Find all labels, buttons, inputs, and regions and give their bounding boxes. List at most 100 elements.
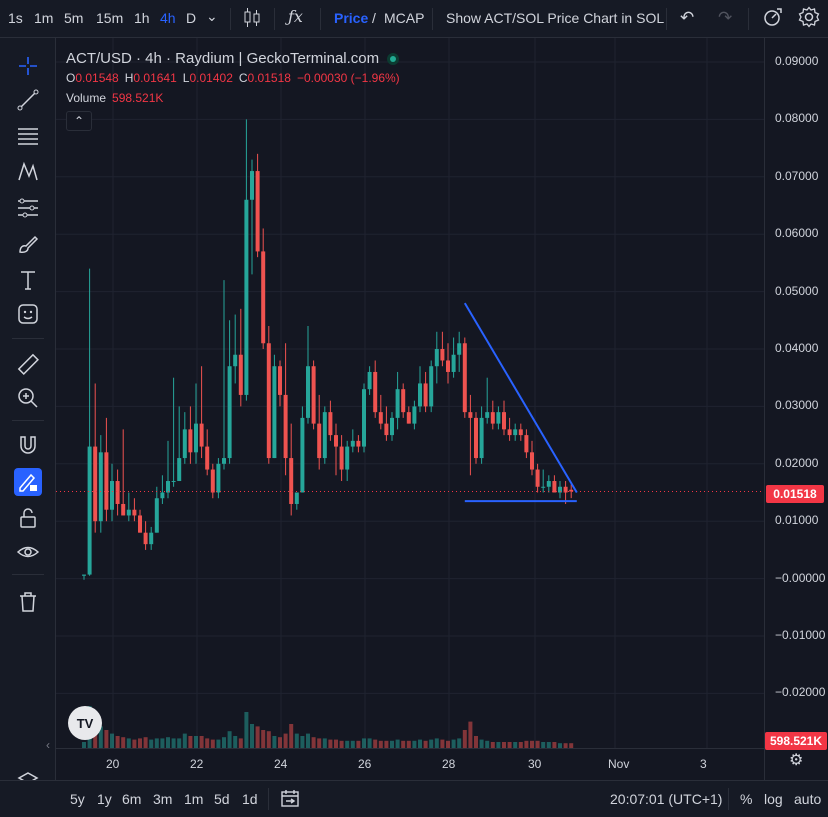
price-toggle[interactable]: Price bbox=[334, 10, 369, 26]
interval-15m[interactable]: 15m bbox=[96, 10, 124, 26]
volume-bar bbox=[182, 733, 187, 748]
low-value: 0.01402 bbox=[189, 71, 233, 85]
mcap-toggle[interactable]: MCAP bbox=[384, 10, 425, 26]
gear-icon[interactable] bbox=[798, 6, 820, 31]
chart-pane[interactable] bbox=[56, 38, 764, 748]
interval-1s[interactable]: 1s bbox=[8, 10, 23, 26]
snapshot-icon[interactable] bbox=[762, 6, 784, 31]
volume-badge: 598.521K bbox=[765, 732, 827, 750]
stay-in-drawing-mode-icon[interactable] bbox=[14, 468, 42, 496]
range-3m[interactable]: 3m bbox=[153, 791, 173, 807]
undo-icon[interactable]: ↶ bbox=[680, 8, 695, 27]
volume-bar bbox=[530, 740, 534, 748]
sol-price-toggle[interactable]: Show ACT/SOL Price Chart in SOL bbox=[446, 10, 665, 26]
magnet-icon[interactable] bbox=[14, 432, 42, 460]
divider bbox=[666, 8, 667, 30]
volume-bar bbox=[266, 731, 271, 748]
collapse-legend-chevron-up-icon[interactable]: ⌃ bbox=[66, 111, 92, 131]
tradingview-logo-icon[interactable]: TV bbox=[68, 706, 102, 740]
volume-bar bbox=[250, 724, 254, 748]
candle-body bbox=[541, 486, 546, 488]
range-1d[interactable]: 1d bbox=[242, 791, 258, 807]
volume-bar bbox=[378, 740, 383, 748]
candle-body bbox=[395, 389, 400, 418]
text-icon[interactable] bbox=[14, 266, 42, 294]
time-axis[interactable]: 20 22 24 26 28 30 Nov 3 bbox=[56, 748, 764, 780]
last-price-badge: 0.01518 bbox=[766, 485, 824, 503]
chevron-down-icon[interactable]: ⌄ bbox=[206, 8, 218, 24]
chevron-left-icon[interactable]: ‹ bbox=[46, 738, 50, 752]
trash-icon[interactable] bbox=[14, 588, 42, 616]
eye-icon[interactable] bbox=[14, 538, 42, 566]
brush-icon[interactable] bbox=[14, 230, 42, 258]
y-tick-label: −0.01000 bbox=[775, 628, 826, 642]
candle-body bbox=[227, 366, 232, 459]
candle-body bbox=[272, 366, 277, 459]
volume-bar bbox=[401, 740, 406, 748]
candle-body bbox=[334, 435, 338, 447]
gear-icon[interactable]: ⚙ bbox=[789, 752, 804, 769]
candle-body bbox=[143, 532, 148, 545]
pattern-icon[interactable] bbox=[14, 158, 42, 186]
high-label: H bbox=[124, 71, 134, 85]
percent-toggle[interactable]: % bbox=[740, 791, 753, 807]
volume-bar bbox=[513, 742, 518, 748]
candle-body bbox=[216, 463, 221, 493]
volume-bar bbox=[110, 733, 114, 748]
trend-line-icon[interactable] bbox=[14, 86, 42, 114]
volume-bar bbox=[412, 740, 417, 748]
lock-icon[interactable] bbox=[14, 504, 42, 532]
candle-body bbox=[518, 429, 523, 436]
volume-bar bbox=[373, 739, 378, 748]
auto-toggle[interactable]: auto bbox=[794, 791, 822, 807]
crosshair-icon[interactable] bbox=[14, 52, 42, 80]
candle-body bbox=[266, 343, 271, 459]
candle-body bbox=[317, 423, 322, 459]
candle-body bbox=[440, 349, 445, 361]
interval-4h[interactable]: 4h bbox=[160, 10, 176, 26]
candle-body bbox=[350, 440, 355, 447]
forecast-icon[interactable] bbox=[14, 194, 42, 222]
candle-body bbox=[535, 469, 540, 487]
clock-time[interactable]: 20:07:01 (UTC+1) bbox=[610, 791, 723, 807]
volume-bar bbox=[255, 726, 260, 748]
candle-body bbox=[261, 251, 266, 344]
emoji-icon[interactable] bbox=[14, 300, 42, 328]
indicators-icon[interactable]: ƒx bbox=[288, 7, 303, 26]
interval-d[interactable]: D bbox=[186, 10, 197, 26]
volume-bar bbox=[300, 736, 305, 748]
volume-bar bbox=[356, 740, 361, 748]
range-5d[interactable]: 5d bbox=[214, 791, 230, 807]
range-5y[interactable]: 5y bbox=[70, 791, 85, 807]
candle-body bbox=[188, 429, 193, 453]
candle-body bbox=[121, 503, 126, 516]
volume-bar bbox=[138, 738, 142, 748]
symbol-title[interactable]: ACT/USD · 4h · Raydium | GeckoTerminal.c… bbox=[66, 50, 380, 67]
date-range-icon[interactable] bbox=[280, 788, 300, 811]
fib-retracement-icon[interactable] bbox=[14, 122, 42, 150]
price-chart[interactable] bbox=[56, 38, 764, 748]
candle-body bbox=[322, 412, 327, 459]
log-toggle[interactable]: log bbox=[764, 791, 783, 807]
volume-bar bbox=[552, 742, 557, 748]
volume-bar bbox=[384, 740, 389, 748]
price-axis[interactable]: 0.09000 0.08000 0.07000 0.06000 0.05000 0.040… bbox=[764, 38, 828, 780]
interval-5m[interactable]: 5m bbox=[64, 10, 84, 26]
range-1m[interactable]: 1m bbox=[184, 791, 204, 807]
volume-bar bbox=[322, 738, 327, 748]
volume-bar bbox=[507, 742, 512, 748]
redo-icon[interactable]: ↷ bbox=[718, 8, 733, 27]
ruler-icon[interactable] bbox=[14, 350, 42, 378]
zoom-in-icon[interactable] bbox=[14, 384, 42, 412]
volume-bar bbox=[446, 740, 450, 748]
interval-1m[interactable]: 1m bbox=[34, 10, 54, 26]
interval-1h[interactable]: 1h bbox=[134, 10, 150, 26]
y-tick-label: 0.05000 bbox=[775, 283, 819, 298]
volume-bar bbox=[132, 739, 137, 748]
candle-body bbox=[474, 417, 478, 459]
range-1y[interactable]: 1y bbox=[97, 791, 112, 807]
candles-icon[interactable] bbox=[242, 6, 262, 33]
range-6m[interactable]: 6m bbox=[122, 791, 142, 807]
volume-bar bbox=[418, 739, 422, 748]
candle-body bbox=[457, 343, 462, 355]
